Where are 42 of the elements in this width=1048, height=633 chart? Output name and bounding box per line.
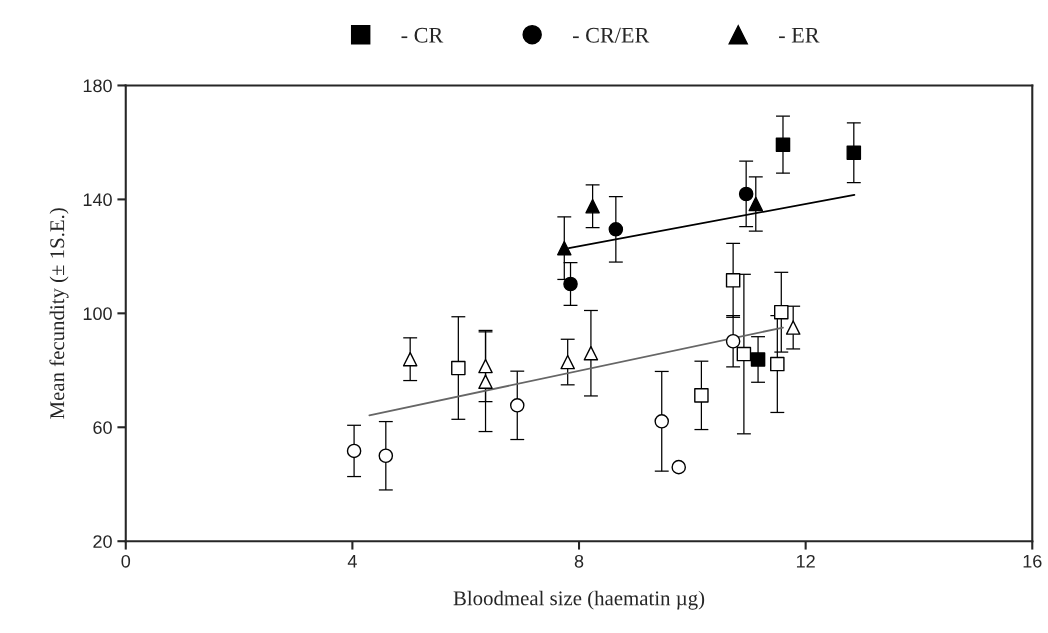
x-tick-label: 8: [574, 554, 584, 568]
point: [378, 448, 394, 464]
point: [608, 222, 624, 237]
point: [750, 352, 766, 367]
y-tick-label: 60: [93, 421, 112, 434]
legend-label: - CR/ER: [573, 27, 650, 43]
y-tick-label: 100: [83, 307, 112, 321]
point: [451, 360, 466, 376]
point: [785, 320, 801, 335]
point: [563, 276, 578, 292]
point: [478, 374, 493, 389]
point: [402, 351, 418, 367]
point: [560, 354, 575, 370]
point: [770, 356, 785, 372]
x-axis-title: Bloodmeal size (haematin µg): [453, 590, 705, 610]
point: [509, 398, 525, 413]
point: [774, 304, 789, 320]
point: [775, 137, 791, 152]
legend-label: - ER: [779, 27, 820, 43]
point: [671, 459, 687, 475]
point: [846, 145, 862, 160]
x-tick-label: 0: [121, 554, 131, 568]
y-tick-label: 20: [93, 535, 112, 548]
y-tick-label: 140: [83, 193, 112, 207]
point: [654, 414, 670, 429]
point: [478, 358, 493, 374]
point: [748, 196, 764, 212]
x-tick-label: 12: [796, 554, 815, 568]
x-tick-label: 16: [1023, 554, 1042, 568]
point: [583, 345, 599, 361]
point: [585, 198, 600, 214]
y-axis-title: Mean fecundity (± 1S.E.): [49, 208, 69, 419]
x-tick-label: 4: [347, 555, 357, 568]
point: [346, 443, 362, 459]
point: [736, 346, 752, 362]
y-tick-label: 180: [83, 79, 112, 93]
point: [738, 186, 754, 202]
legend-label: - CR: [401, 27, 444, 43]
point: [725, 333, 741, 349]
point: [557, 240, 572, 256]
point: [725, 273, 741, 288]
point: [694, 388, 709, 403]
